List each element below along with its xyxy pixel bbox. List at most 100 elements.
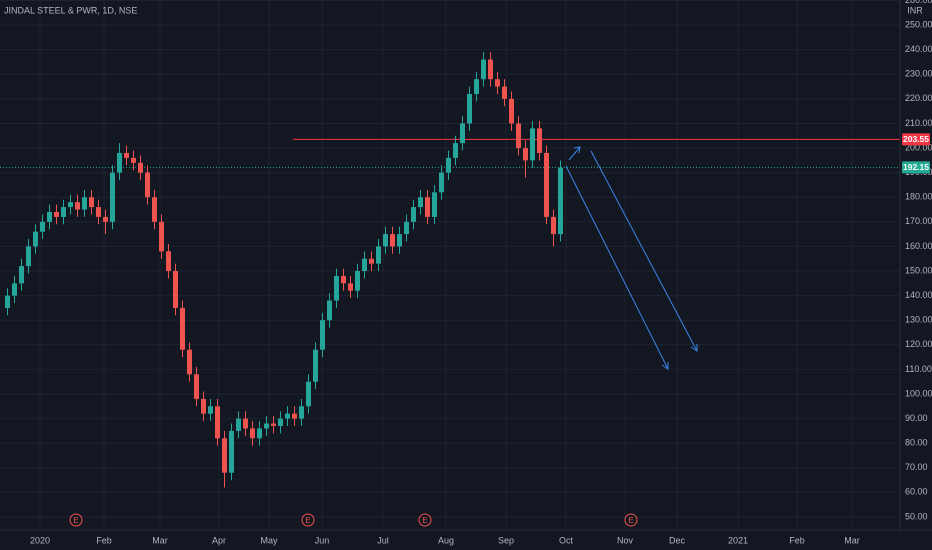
candle-body [68, 202, 73, 208]
candle-body [327, 300, 332, 321]
candle-body [320, 320, 325, 350]
y-tick-label: 60.00 [905, 487, 928, 497]
x-tick-label: Sep [498, 535, 514, 545]
grid [0, 0, 900, 530]
event-label: E [305, 516, 310, 525]
candle-body [75, 202, 80, 210]
candle-body [271, 423, 276, 426]
y-tick-label: 90.00 [905, 413, 928, 423]
price-tag-label: 192.15 [903, 162, 929, 172]
candle-body [89, 197, 94, 208]
candle-body [138, 162, 143, 173]
price-axis [900, 0, 932, 530]
chart-title: JINDAL STEEL & PWR, 1D, NSE [4, 5, 137, 15]
candle-body [299, 406, 304, 419]
candle-body [285, 413, 290, 419]
candle-body [481, 59, 486, 80]
event-marker [418, 513, 432, 527]
trend-line [565, 165, 669, 370]
y-tick-label: 110.00 [905, 364, 932, 374]
candle-body [103, 216, 108, 222]
arrow-head [573, 146, 581, 154]
candle-body [397, 234, 402, 247]
candle-body [180, 307, 185, 350]
candle-body [341, 275, 346, 284]
y-tick-label: 170.00 [905, 216, 932, 226]
x-tick-label: Feb [789, 535, 805, 545]
x-tick-label: Mar [844, 535, 860, 545]
candle-body [33, 231, 38, 247]
y-tick-label: 120.00 [905, 339, 932, 349]
candle-body [488, 59, 493, 80]
candle-body [61, 207, 66, 217]
y-tick-label: 130.00 [905, 315, 932, 325]
x-tick-label: Aug [438, 535, 454, 545]
x-tick-label: Feb [96, 535, 112, 545]
candle-body [369, 258, 374, 264]
candle-body [47, 212, 52, 222]
arrow-head [690, 344, 698, 352]
x-tick-label: Apr [212, 535, 226, 545]
candle-body [26, 246, 31, 267]
currency-label: INR [907, 5, 923, 15]
x-tick-label: Dec [669, 535, 686, 545]
candle-body [215, 406, 220, 439]
candle-body [173, 271, 178, 308]
y-tick-label: 140.00 [905, 290, 932, 300]
y-tick-label: 160.00 [905, 241, 932, 251]
candle-body [19, 266, 24, 284]
candle-body [313, 349, 318, 382]
candle-body [502, 86, 507, 99]
candle-body [201, 398, 206, 414]
candles [5, 52, 563, 488]
event-marker [301, 513, 315, 527]
arrow-head [661, 362, 669, 370]
y-tick-label: 260.00 [905, 0, 932, 5]
candle-body [516, 123, 521, 149]
price-tag [902, 161, 930, 174]
y-tick-label: 150.00 [905, 265, 932, 275]
price-tag-label: 203.55 [903, 134, 929, 144]
trend-line [590, 150, 698, 352]
candle-body [418, 197, 423, 208]
candle-body [159, 221, 164, 252]
candle-body [530, 128, 535, 161]
x-tick-label: Jun [315, 535, 330, 545]
candle-body [404, 221, 409, 235]
event-label: E [628, 516, 633, 525]
x-tick-label: 2020 [30, 535, 50, 545]
candle-body [509, 98, 514, 124]
candle-body [236, 418, 241, 431]
event-label: E [422, 516, 427, 525]
y-tick-label: 240.00 [905, 44, 932, 54]
y-tick-label: 220.00 [905, 93, 932, 103]
event-marker [624, 513, 638, 527]
candle-body [264, 423, 269, 429]
candle-body [54, 212, 59, 217]
y-tick-label: 100.00 [905, 388, 932, 398]
x-tick-label: Jul [377, 535, 389, 545]
candle-body [523, 148, 528, 161]
candle-body [5, 295, 10, 308]
y-tick-label: 200.00 [905, 142, 932, 152]
candle-body [208, 406, 213, 414]
x-tick-label: Mar [152, 535, 168, 545]
candle-body [453, 143, 458, 158]
y-tick-label: 180.00 [905, 192, 932, 202]
candle-body [446, 157, 451, 173]
candle-body [425, 197, 430, 217]
y-tick-label: 80.00 [905, 438, 928, 448]
candle-body [12, 283, 17, 296]
trend-line [568, 146, 581, 161]
drawings [565, 146, 698, 370]
candle-body [558, 167, 563, 235]
candle-body [467, 93, 472, 124]
price-tag [902, 133, 930, 146]
candle-body [250, 428, 255, 439]
x-tick-label: May [260, 535, 278, 545]
candle-body [187, 349, 192, 375]
candle-body [222, 438, 227, 473]
y-tick-label: 230.00 [905, 69, 932, 79]
candle-body [82, 197, 87, 210]
x-tick-label: Nov [617, 535, 634, 545]
